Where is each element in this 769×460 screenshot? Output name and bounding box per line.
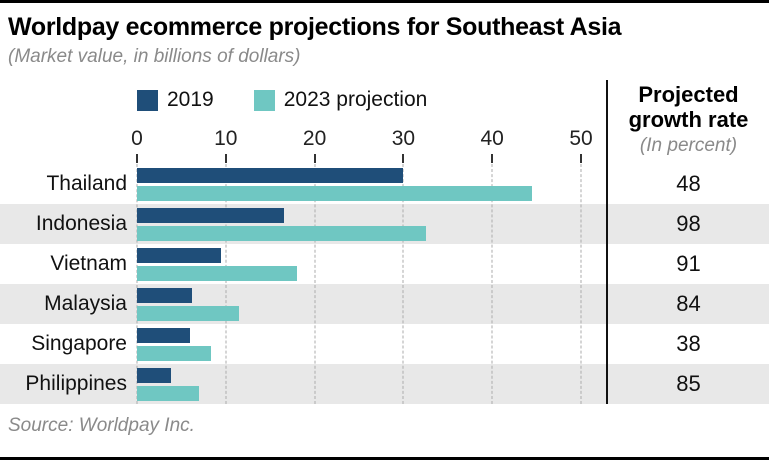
bar-2019-malaysia — [137, 287, 193, 303]
growth-rate-value: 91 — [676, 251, 701, 276]
bar-2019-singapore — [137, 327, 191, 343]
x-tick-mark — [580, 154, 582, 163]
growth-rate-value: 48 — [676, 171, 701, 196]
growth-rate-value: 38 — [676, 331, 701, 356]
growth-rate-header: Projected growth rate (In percent) — [608, 78, 769, 164]
chart-header-row: 2019 2023 projection 0 10 20 30 40 50 Project… — [0, 78, 769, 164]
chart-row-philippines: Philippines 85 — [0, 364, 769, 404]
bar-2023-thailand — [137, 185, 533, 201]
growth-rate-value: 85 — [676, 371, 701, 396]
growth-column-separator — [606, 80, 608, 404]
x-tick-mark — [136, 154, 138, 163]
legend-item-2023: 2023 projection — [253, 88, 428, 112]
plot-cell — [137, 204, 608, 244]
growth-header-title: Projected growth rate — [628, 82, 749, 133]
plot-cell — [137, 364, 608, 404]
category-label: Vietnam — [50, 252, 127, 275]
category-label: Indonesia — [35, 212, 127, 235]
bar-2019-thailand — [137, 167, 404, 183]
header-plot-area: 2019 2023 projection 0 10 20 30 40 50 — [131, 78, 608, 164]
chart-row-vietnam: Vietnam 91 — [0, 244, 769, 284]
category-label: Thailand — [46, 172, 127, 195]
chart-rows: Thailand 48 Indonesia 98 Vietnam 91 Malaysia 84… — [0, 164, 769, 404]
growth-rate-value: 84 — [676, 291, 701, 316]
x-axis: 0 10 20 30 40 50 — [131, 114, 593, 164]
chart-subtitle: (Market value, in billions of dollars) — [8, 46, 301, 67]
chart-row-malaysia: Malaysia 84 — [0, 284, 769, 324]
legend-item-2019: 2019 — [137, 88, 214, 112]
category-label: Singapore — [31, 332, 127, 355]
chart-row-thailand: Thailand 48 — [0, 164, 769, 204]
legend-label-2023: 2023 projection — [283, 88, 428, 111]
growth-header-unit: (In percent) — [639, 134, 738, 156]
legend-label-2019: 2019 — [167, 88, 214, 111]
legend-swatch-2019 — [137, 89, 158, 111]
category-label: Philippines — [25, 372, 127, 395]
bar-2023-philippines — [137, 385, 200, 401]
x-tick-label: 20 — [302, 127, 327, 150]
plot-cell — [137, 244, 608, 284]
x-tick-label: 10 — [214, 127, 238, 150]
chart-title: Worldpay ecommerce projections for South… — [8, 13, 622, 41]
bar-2019-vietnam — [137, 247, 222, 263]
bar-2019-indonesia — [137, 207, 284, 223]
growth-rate-value: 98 — [676, 211, 701, 236]
chart-row-singapore: Singapore 38 — [0, 324, 769, 364]
bar-2023-malaysia — [137, 305, 240, 321]
chart-row-indonesia: Indonesia 98 — [0, 204, 769, 244]
legend: 2019 2023 projection — [137, 86, 581, 114]
header-spacer — [0, 78, 137, 164]
x-tick-label: 40 — [480, 127, 504, 150]
plot-cell — [137, 284, 608, 324]
source-note: Source: Worldpay Inc. — [8, 415, 195, 436]
bar-2023-vietnam — [137, 265, 297, 281]
bar-2023-singapore — [137, 345, 211, 361]
x-tick-mark — [224, 154, 227, 163]
x-tick-label: 0 — [131, 127, 143, 150]
x-tick-mark — [491, 154, 494, 163]
plot-cell — [137, 164, 608, 204]
plot-cell — [137, 324, 608, 364]
bar-2023-indonesia — [137, 225, 426, 241]
x-tick-label: 30 — [391, 127, 416, 150]
x-tick-mark — [402, 154, 405, 163]
x-tick-mark — [313, 154, 316, 163]
legend-swatch-2023 — [253, 89, 275, 111]
category-label: Malaysia — [44, 292, 127, 315]
x-tick-label: 50 — [569, 127, 593, 150]
chart-body: 2019 2023 projection 0 10 20 30 40 50 Project… — [0, 78, 769, 404]
bar-2019-philippines — [137, 367, 171, 383]
